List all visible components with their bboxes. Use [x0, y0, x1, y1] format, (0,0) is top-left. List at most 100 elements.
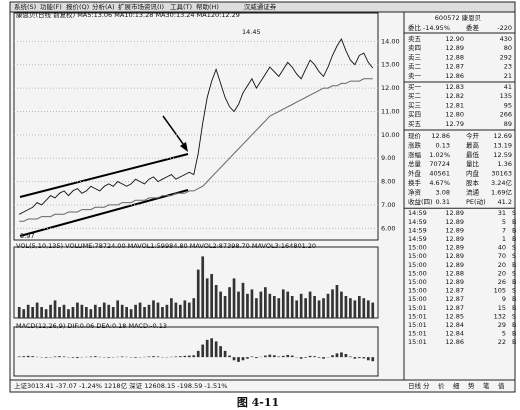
stat-cell: 最高: [466, 140, 480, 149]
bar: [178, 356, 182, 358]
bar: [17, 356, 21, 358]
bar: [183, 300, 187, 318]
bar: [357, 357, 361, 359]
bar: [268, 293, 272, 318]
order-book-cell: 卖三: [408, 53, 422, 61]
trade-tick-cell: 15:01: [408, 330, 427, 338]
bar: [201, 256, 205, 318]
stat-cell: 0.13: [436, 141, 450, 149]
stat-cell: 总量: [408, 159, 422, 168]
bar: [192, 355, 196, 358]
caption: 图 4-11: [237, 396, 279, 409]
bar: [281, 355, 285, 358]
order-book-cell: 12.88: [445, 53, 464, 61]
trade-tick-cell: 12.89: [445, 252, 464, 260]
bar: [129, 309, 133, 318]
order-book-cell: 95: [504, 101, 512, 109]
trade-tick-cell: 1: [502, 235, 506, 243]
trade-tick-cell: 12.86: [445, 338, 464, 346]
bar: [44, 357, 48, 358]
trade-tick-cell: 12.87: [445, 295, 464, 303]
tab[interactable]: 细: [453, 381, 460, 390]
order-book-cell: 卖一: [408, 72, 422, 80]
bar: [205, 278, 209, 318]
y-tick-label: 11.00: [381, 107, 400, 115]
bar: [152, 300, 155, 318]
bar: [210, 274, 214, 318]
y-tick-label: 14.00: [381, 37, 400, 45]
trade-tick-cell: 12.88: [445, 269, 464, 277]
bar: [120, 356, 124, 358]
stat-cell: 最低: [466, 150, 480, 159]
bar: [228, 355, 231, 358]
tab[interactable]: 价: [438, 382, 445, 390]
stat-cell: 1.02%: [429, 151, 450, 159]
bar: [102, 302, 106, 318]
menu-item[interactable]: 扩展市场: [118, 2, 145, 11]
bar: [255, 298, 258, 318]
bar: [277, 298, 281, 318]
bar: [371, 357, 375, 362]
quote-cell: 委比: [408, 23, 422, 32]
menu-item[interactable]: 分析(A): [92, 2, 115, 11]
stat-cell: 股本: [466, 178, 480, 187]
trade-tick-cell: 12.84: [445, 330, 464, 338]
bar: [17, 307, 21, 318]
bar: [349, 356, 352, 358]
bar: [196, 350, 200, 358]
menu-item[interactable]: 帮助(H): [196, 2, 219, 11]
bar: [304, 298, 307, 318]
bar: [299, 293, 303, 318]
order-book-cell: 卖二: [408, 63, 422, 71]
tab[interactable]: 笔: [483, 381, 490, 390]
bar: [187, 302, 191, 318]
order-book-cell: 12.80: [445, 111, 464, 119]
chart-subtitle: 康恩贝(日线 前复权) MA5:13.06 MA10:13.28 MA30:13…: [16, 10, 240, 19]
bar: [317, 357, 321, 358]
menu-item[interactable]: 系统(S): [14, 2, 36, 11]
trade-tick-cell: B: [512, 261, 516, 269]
bar: [98, 307, 102, 318]
trade-tick-cell: S: [512, 244, 516, 252]
bar: [138, 302, 142, 318]
bar: [49, 304, 52, 318]
stat-cell: 70724: [429, 160, 450, 168]
bar: [71, 357, 75, 358]
tab[interactable]: 分: [423, 381, 430, 390]
bar: [147, 356, 151, 358]
stat-cell: 40561: [429, 170, 450, 178]
order-book-cell: 买三: [408, 101, 422, 109]
bar: [85, 307, 88, 318]
bar: [187, 355, 191, 358]
menu-item[interactable]: 工具(T): [170, 3, 192, 11]
tab[interactable]: 势: [468, 381, 475, 390]
bar: [250, 289, 254, 318]
trade-tick-cell: S: [512, 252, 516, 260]
tab[interactable]: 日线: [408, 381, 422, 390]
order-book-cell: 买四: [408, 111, 421, 119]
order-book-cell: 12.82: [445, 92, 464, 100]
trade-tick-cell: S: [512, 269, 516, 277]
bar: [35, 302, 39, 318]
bar: [313, 356, 316, 358]
bar: [205, 339, 209, 358]
stat-cell: PE(动): [466, 198, 486, 206]
menu-item[interactable]: 功能(F): [40, 2, 62, 11]
bar: [107, 357, 111, 358]
trade-tick-cell: 5: [502, 218, 506, 226]
order-book-cell: 12.87: [445, 63, 464, 71]
stat-cell: 0.31: [436, 198, 450, 206]
bar: [331, 289, 334, 318]
order-book-cell: 41: [504, 83, 512, 91]
trade-tick-cell: 12.89: [445, 244, 464, 252]
trade-tick-cell: 14:59: [408, 209, 427, 217]
order-book-cell: 买一: [408, 83, 422, 91]
menu-item[interactable]: 资讯(I): [144, 2, 164, 11]
bar: [259, 291, 263, 318]
bar: [156, 356, 160, 358]
order-book-cell: 12.90: [445, 35, 464, 43]
tab[interactable]: 值: [498, 381, 505, 390]
menu-item[interactable]: 报价(Q): [66, 2, 89, 11]
bar: [125, 307, 128, 318]
